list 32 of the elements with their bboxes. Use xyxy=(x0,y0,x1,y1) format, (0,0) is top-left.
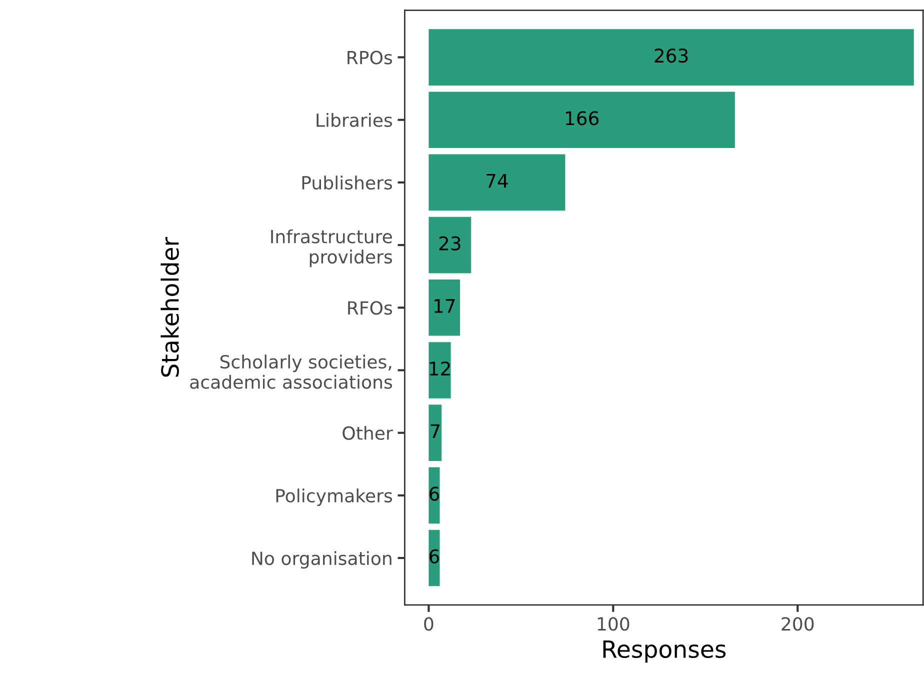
bar xyxy=(428,530,440,586)
y-tick-label: RPOs xyxy=(348,50,392,64)
y-tick-label: Policymakers xyxy=(276,488,392,506)
bar xyxy=(428,404,442,461)
bar xyxy=(428,279,460,336)
data-label: 263 xyxy=(654,48,688,63)
y-tick-label: Infrastructure providers xyxy=(271,229,392,268)
data-label: 6 xyxy=(430,486,440,501)
data-label: 23 xyxy=(439,236,460,250)
y-tick-label: No organisation xyxy=(252,551,392,569)
bar xyxy=(428,467,440,524)
x-tick-label: 200 xyxy=(782,617,814,631)
bar xyxy=(428,342,451,398)
bar xyxy=(428,92,735,148)
y-tick-label: Scholarly societies, academic associations xyxy=(190,354,392,389)
y-tick-label: Publishers xyxy=(302,176,392,190)
data-label: 7 xyxy=(430,424,440,438)
y-axis-title: Stakeholder xyxy=(160,237,179,377)
bar xyxy=(428,154,566,211)
data-label: 17 xyxy=(434,299,455,313)
bar xyxy=(428,29,914,86)
data-label: 12 xyxy=(430,361,450,376)
bar xyxy=(428,216,472,274)
y-tick-label: RFOs xyxy=(348,301,392,315)
x-tick-label: 100 xyxy=(598,617,630,631)
y-tick-label: Other xyxy=(342,426,393,440)
data-label: 74 xyxy=(486,174,508,188)
data-label: 6 xyxy=(430,549,440,564)
y-tick-label: Libraries xyxy=(316,113,392,127)
x-axis-title: Responses xyxy=(603,640,726,663)
x-tick-label: 0 xyxy=(424,617,434,631)
data-label: 166 xyxy=(566,111,599,126)
